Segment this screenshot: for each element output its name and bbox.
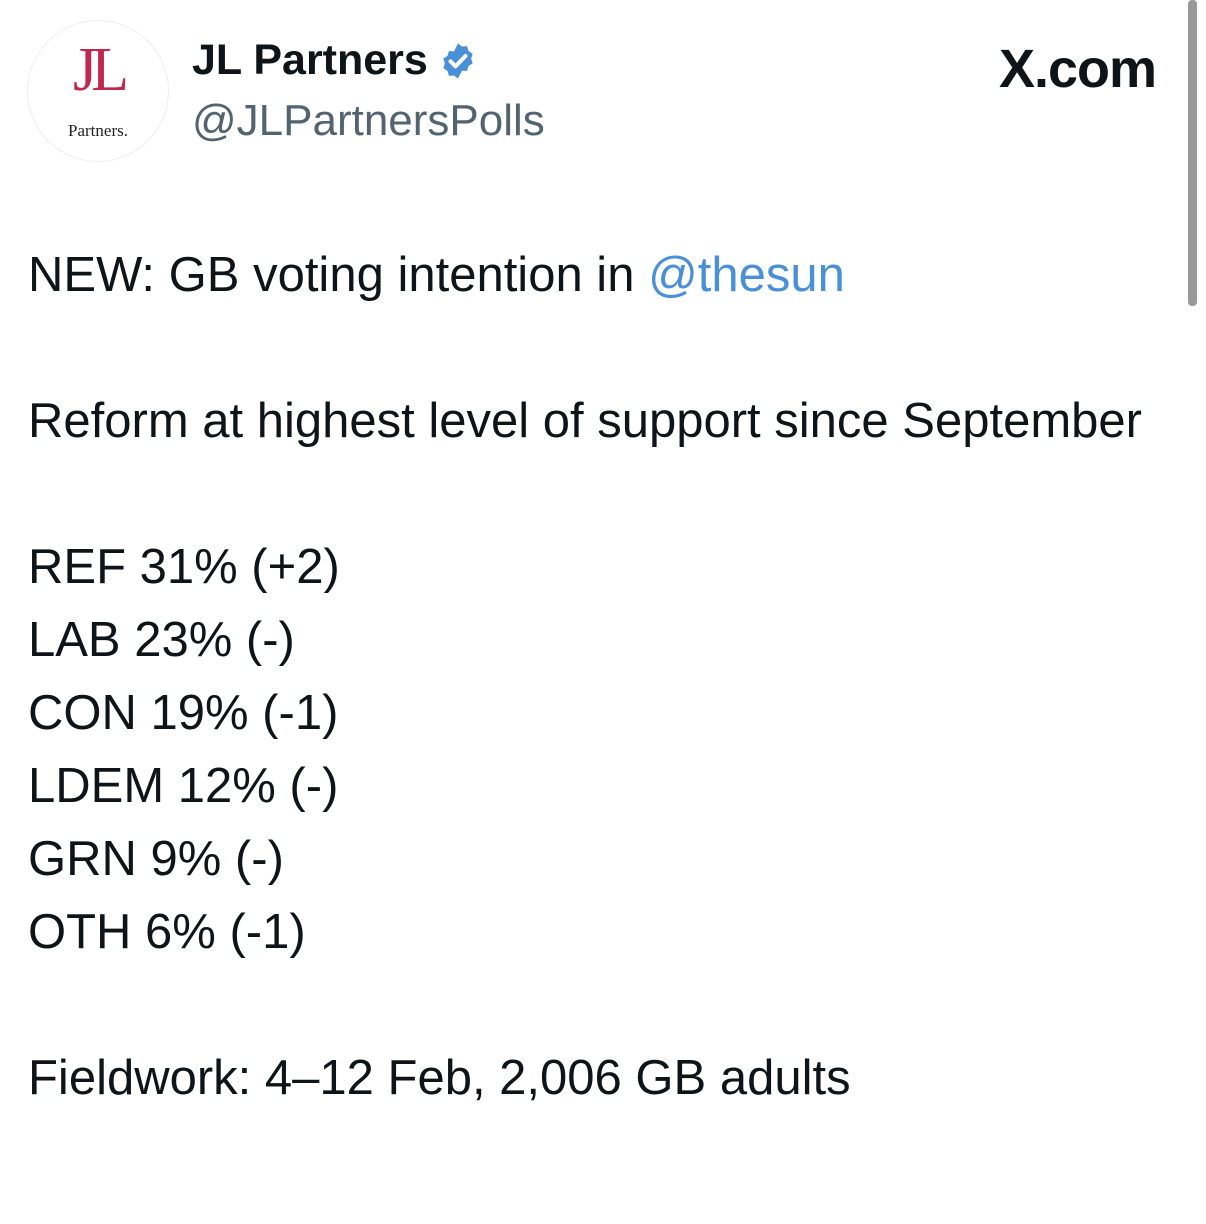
result-line: OTH 6% (-1): [28, 905, 306, 959]
verified-badge-icon: [443, 43, 473, 78]
result-line: LAB 23% (-): [28, 613, 295, 667]
tweet-intro: NEW: GB voting intention in: [28, 248, 649, 302]
mention-link[interactable]: @thesun: [648, 248, 845, 302]
avatar-logo-letters: JL: [73, 36, 129, 104]
avatar[interactable]: JL Partners.: [27, 20, 169, 162]
scrollbar[interactable]: [1188, 0, 1197, 306]
author-name[interactable]: JL Partners: [192, 36, 428, 84]
fieldwork-note: Fieldwork: 4–12 Feb, 2,006 GB adults: [28, 1051, 851, 1105]
tweet-text: NEW: GB voting intention in @thesun Refo…: [28, 239, 1178, 1115]
result-line: CON 19% (-1): [28, 686, 339, 740]
tweet-headline: Reform at highest level of support since…: [28, 394, 1142, 448]
author-name-row[interactable]: JL Partners: [192, 36, 478, 85]
avatar-logo-word: Partners.: [68, 121, 128, 140]
result-line: REF 31% (+2): [28, 540, 340, 594]
author-handle[interactable]: @JLPartnersPolls: [192, 96, 545, 145]
result-line: GRN 9% (-): [28, 832, 284, 886]
x-com-logo: X.com: [998, 39, 1157, 99]
result-line: LDEM 12% (-): [28, 759, 339, 813]
